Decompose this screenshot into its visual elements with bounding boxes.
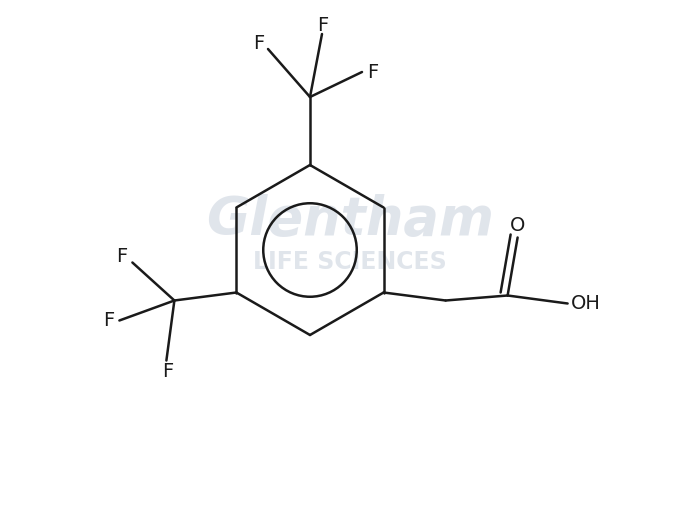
Text: F: F	[253, 33, 264, 53]
Text: LIFE SCIENCES: LIFE SCIENCES	[253, 250, 447, 274]
Text: F: F	[367, 62, 379, 82]
Text: F: F	[161, 362, 173, 381]
Text: Glentham: Glentham	[206, 194, 494, 246]
Text: F: F	[116, 247, 127, 266]
Text: OH: OH	[571, 294, 601, 313]
Text: F: F	[103, 311, 114, 330]
Text: O: O	[510, 216, 525, 235]
Text: F: F	[317, 16, 329, 34]
